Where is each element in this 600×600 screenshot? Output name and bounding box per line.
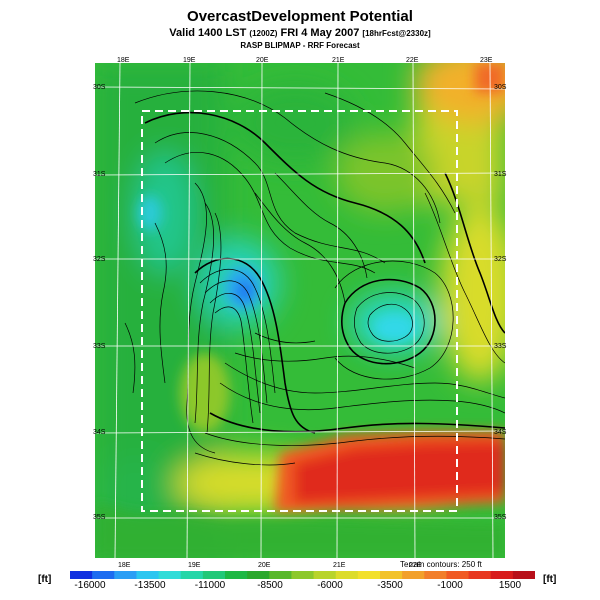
valid-date: FRI 4 May 2007 bbox=[280, 27, 360, 39]
right-tick-34s: 34S bbox=[494, 429, 507, 436]
colorbar-label: -3500 bbox=[377, 580, 403, 591]
colorbar-unit-right: [ft] bbox=[543, 574, 557, 585]
top-tick-20e: 20E bbox=[256, 57, 269, 64]
colorbar-label: -16000 bbox=[74, 580, 106, 591]
valid-time: Valid 1400 LST bbox=[169, 27, 247, 39]
left-tick-33s: 33S bbox=[93, 343, 106, 350]
colorbar-label: -6000 bbox=[317, 580, 343, 591]
forecast-map bbox=[95, 63, 505, 558]
right-tick-35s: 35S bbox=[494, 514, 507, 521]
colorbar-swatch bbox=[313, 571, 337, 579]
terrain-contours bbox=[124, 90, 505, 466]
top-tick-22e: 22E bbox=[406, 57, 419, 64]
colorbar-label: -1000 bbox=[437, 580, 463, 591]
colorbar-swatch bbox=[247, 571, 270, 579]
colorbar-swatch bbox=[114, 571, 137, 579]
top-tick-23e: 23E bbox=[480, 57, 493, 64]
left-tick-30s: 30S bbox=[93, 84, 106, 91]
left-tick-31s: 31S bbox=[93, 171, 106, 178]
bottom-tick-20e: 20E bbox=[258, 562, 271, 569]
colorbar-unit-left: [ft] bbox=[38, 574, 52, 585]
coastline-mask bbox=[95, 503, 505, 558]
colorbar-swatch bbox=[180, 571, 204, 579]
colorbar-swatch bbox=[490, 571, 514, 579]
colorbar-swatch bbox=[158, 571, 182, 579]
colorbar-swatch bbox=[446, 571, 470, 579]
color-field bbox=[95, 63, 505, 558]
left-tick-34s: 34S bbox=[93, 429, 106, 436]
colorbar-swatch bbox=[225, 571, 248, 579]
left-tick-32s: 32S bbox=[93, 256, 106, 263]
colorbar-swatch bbox=[92, 571, 115, 579]
colorbar-label: 1500 bbox=[498, 580, 522, 591]
colorbar-swatch bbox=[380, 571, 403, 579]
source-label: RASP BLIPMAP - RRF Forecast bbox=[240, 41, 360, 50]
top-tick-19e: 19E bbox=[183, 57, 196, 64]
right-tick-33s: 33S bbox=[494, 343, 507, 350]
colorbar-swatch bbox=[424, 571, 447, 579]
forecast-info: [18hrFcst@2330z] bbox=[362, 29, 431, 38]
colorbar-swatch bbox=[512, 571, 535, 579]
chart-title: OvercastDevelopment Potential bbox=[187, 8, 413, 25]
colorbar-swatch bbox=[269, 571, 292, 579]
top-tick-18e: 18E bbox=[117, 57, 130, 64]
chart-subtitle: Valid 1400 LST (1200Z) FRI 4 May 2007 [1… bbox=[0, 27, 600, 39]
colorbar-swatch bbox=[202, 571, 226, 579]
inner-domain-box bbox=[141, 110, 458, 512]
colorbar bbox=[70, 571, 535, 579]
bottom-tick-22e: 22E bbox=[409, 562, 422, 569]
colorbar-swatch bbox=[70, 571, 93, 579]
colorbar-label: -11000 bbox=[194, 580, 226, 591]
bottom-tick-19e: 19E bbox=[188, 562, 201, 569]
lat-lon-grid bbox=[95, 63, 505, 558]
colorbar-swatch bbox=[335, 571, 359, 579]
colorbar-swatch bbox=[468, 571, 492, 579]
utc-time: (1200Z) bbox=[249, 29, 278, 38]
colorbar-swatch bbox=[136, 571, 160, 579]
colorbar-label: -8500 bbox=[257, 580, 283, 591]
top-tick-21e: 21E bbox=[332, 57, 345, 64]
colorbar-swatch bbox=[291, 571, 315, 579]
colorbar-label: -13500 bbox=[134, 580, 166, 591]
left-tick-35s: 35S bbox=[93, 514, 106, 521]
right-tick-30s: 30S bbox=[494, 84, 507, 91]
terrain-contour-note: Terrain contours: 250 ft bbox=[400, 560, 482, 569]
right-tick-32s: 32S bbox=[494, 256, 507, 263]
colorbar-swatch bbox=[402, 571, 425, 579]
bottom-tick-18e: 18E bbox=[118, 562, 131, 569]
bottom-tick-21e: 21E bbox=[333, 562, 346, 569]
right-tick-31s: 31S bbox=[494, 171, 507, 178]
colorbar-swatch bbox=[357, 571, 381, 579]
